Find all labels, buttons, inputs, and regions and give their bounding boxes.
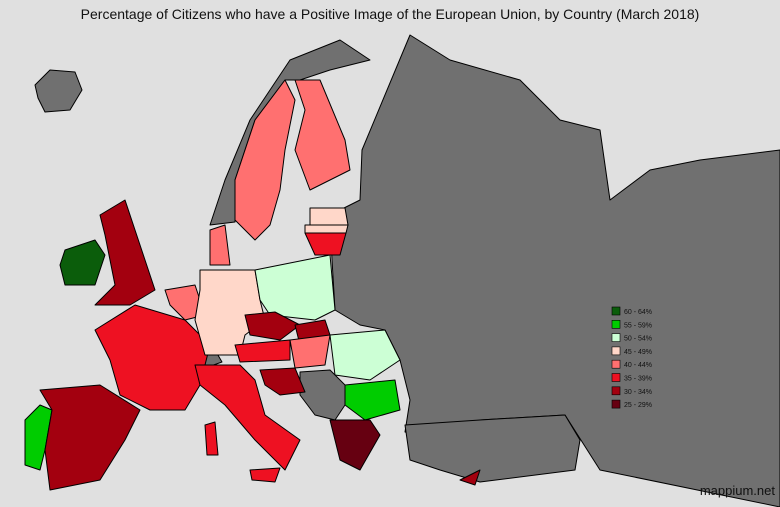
country [304, 224, 349, 234]
legend: 60 - 64% 55 - 59% 50 - 54% 45 - 49% 40 - 44%… [611, 306, 652, 409]
country [209, 224, 231, 266]
eu [24, 79, 481, 491]
legend-label: 35 - 39% [624, 376, 652, 383]
country [234, 79, 296, 241]
country [329, 329, 401, 381]
country [259, 367, 306, 396]
country [234, 339, 291, 363]
country [39, 384, 141, 491]
country [309, 207, 349, 226]
legend-swatch [611, 386, 621, 396]
region [299, 369, 346, 421]
country [294, 79, 351, 191]
watermark: mappium.net [700, 483, 776, 498]
region [404, 414, 581, 483]
legend-label: 40 - 44% [624, 362, 652, 369]
legend-swatch [611, 306, 621, 316]
legend-swatch [611, 346, 621, 356]
legend-label: 25 - 29% [624, 402, 652, 409]
legend-swatch [611, 333, 621, 342]
country [249, 467, 281, 483]
legend-swatch [611, 373, 621, 382]
country [94, 199, 156, 306]
legend-label: 50 - 54% [624, 336, 652, 343]
country [204, 421, 219, 456]
country [304, 232, 347, 256]
legend-label: 45 - 49% [624, 349, 652, 356]
non-eu [34, 34, 780, 507]
country [244, 311, 301, 341]
country [344, 379, 401, 421]
country [194, 364, 301, 471]
legend-swatch [611, 399, 621, 409]
country [459, 469, 481, 486]
legend-label: 30 - 34% [624, 389, 652, 396]
country [59, 239, 106, 286]
country [329, 419, 381, 471]
country [94, 304, 211, 411]
country [289, 334, 331, 369]
legend-swatch [611, 319, 621, 329]
title: Percentage of Citizens who have a Positi… [81, 6, 700, 22]
region [34, 69, 83, 113]
legend-label: 55 - 59% [624, 322, 652, 329]
legend-swatch [611, 359, 621, 369]
legend-label: 60 - 64% [624, 309, 652, 316]
